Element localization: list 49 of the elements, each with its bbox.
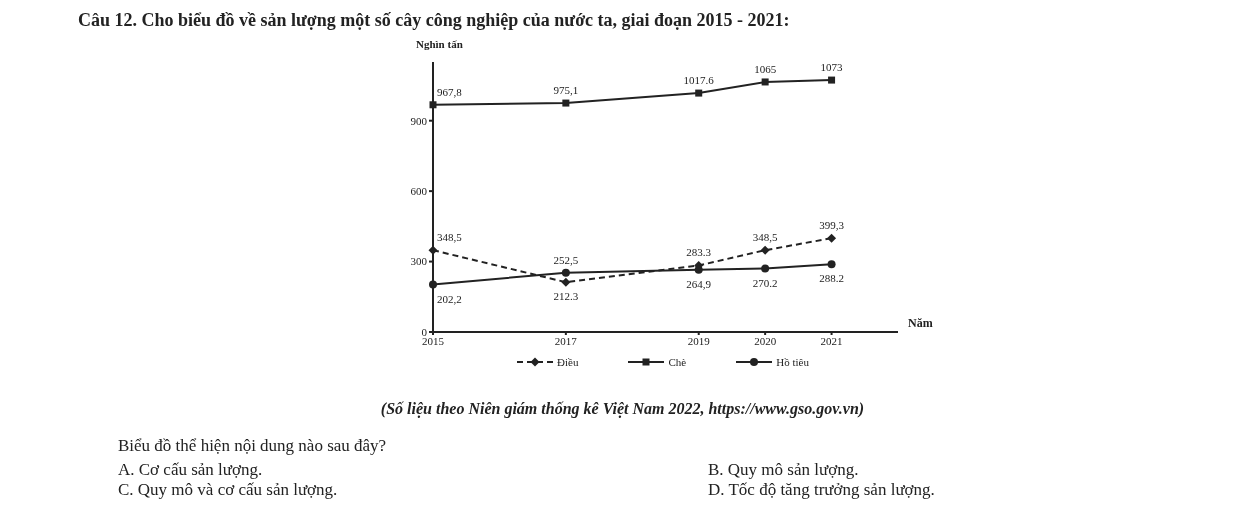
- data-label: 399,3: [819, 219, 845, 232]
- data-label: 264,9: [686, 277, 712, 290]
- chart-title: Câu 12. Cho biểu đồ về sản lượng một số cây công nghiệp của nước ta, giai đoạn 2015 - 2021:: [78, 10, 790, 31]
- y-tick-label: 300: [410, 255, 428, 268]
- point: [761, 78, 769, 86]
- y-tick-label: 0: [421, 325, 428, 338]
- data-label: 283.3: [686, 246, 712, 259]
- data-label: 967,8: [437, 85, 463, 98]
- data-label: 288.2: [819, 272, 844, 285]
- y-axis-title: Nghìn tấn: [416, 38, 463, 50]
- data-label: 348,5: [752, 231, 779, 244]
- data-label: 348,5: [437, 231, 463, 244]
- point: [761, 264, 770, 273]
- data-label: 975,1: [553, 84, 579, 97]
- text: A. Cơ cấu sản lượng.: [118, 460, 263, 480]
- data-label: 212.3: [553, 290, 579, 303]
- legend-label: Hồ tiêu: [776, 356, 809, 368]
- point: [827, 260, 836, 269]
- data-label: 1017.6: [683, 74, 715, 87]
- text: B. Quy mô sản lượng.: [708, 460, 859, 480]
- data-label: 252,5: [553, 253, 579, 266]
- data-label: 202,2: [437, 292, 462, 305]
- point: [694, 265, 703, 274]
- text: (Số liệu theo Niên giám thống kê Việt Nam 2022, https://www.gso.gov.vn): [379, 400, 866, 418]
- point: [429, 280, 437, 289]
- text: C. Quy mô và cơ cấu sản lượng.: [118, 480, 338, 500]
- text: Biểu đồ thể hiện nội dung nào sau đây?: [118, 436, 387, 456]
- point: [561, 268, 570, 277]
- x-tick-label: 2021: [820, 334, 843, 347]
- legend-label: Điều: [557, 356, 579, 368]
- point: [695, 89, 703, 97]
- point: [827, 233, 837, 243]
- point: [562, 99, 570, 107]
- point: [428, 245, 438, 255]
- data-label: 1065: [754, 62, 777, 75]
- point: [561, 277, 571, 287]
- point: [828, 76, 836, 84]
- y-tick-label: 600: [410, 185, 428, 198]
- x-tick-label: 2017: [554, 334, 578, 347]
- x-tick-label: 2019: [687, 334, 711, 347]
- y-tick-label: 900: [410, 114, 428, 127]
- data-label: 270.2: [752, 276, 778, 289]
- x-tick-label: 2020: [754, 334, 777, 347]
- legend-label: Chè: [668, 356, 687, 368]
- text: D. Tốc độ tăng trưởng sản lượng.: [708, 480, 935, 500]
- data-label: 1073: [820, 61, 844, 74]
- point: [760, 245, 770, 255]
- point: [429, 101, 437, 109]
- x-axis-title: Năm: [908, 316, 933, 331]
